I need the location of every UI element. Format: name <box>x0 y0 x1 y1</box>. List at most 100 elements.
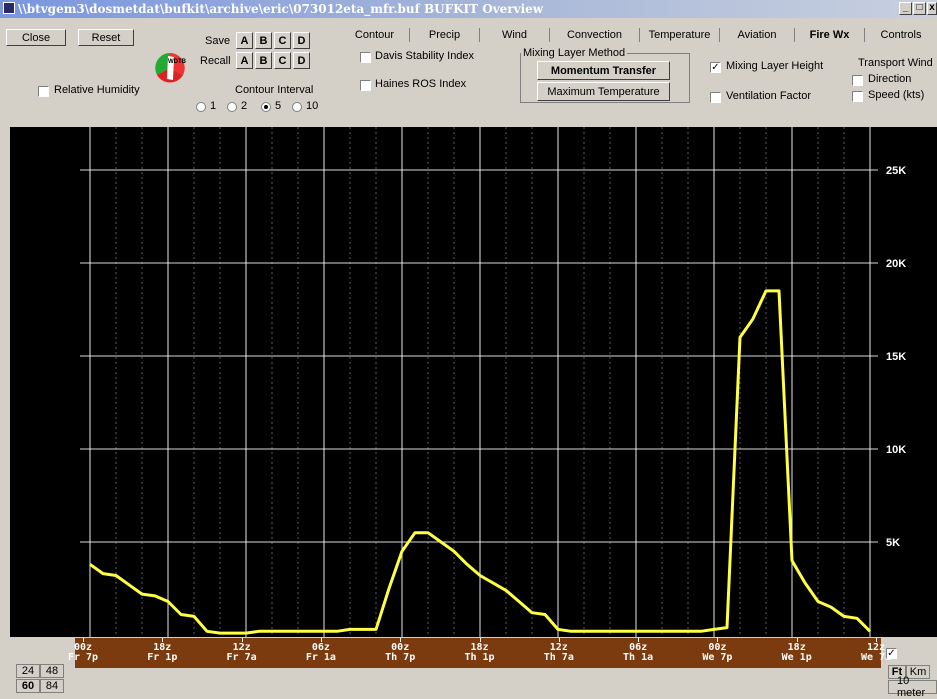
logo-text: WDTB <box>168 59 186 65</box>
davis-stability-checkbox[interactable] <box>360 52 371 63</box>
mixing-height-chart: 5K 10K 15K 20K 25K <box>10 127 937 637</box>
maximize-button[interactable]: □ <box>913 2 926 15</box>
y-tick-label: 5K <box>886 537 900 549</box>
time-tick <box>241 638 243 642</box>
chart-svg: 5K 10K 15K 20K 25K <box>80 127 906 637</box>
time-label: 12z Th 7a <box>537 643 581 663</box>
tab-precip[interactable]: Precip <box>410 28 480 42</box>
mixing-height-checkbox[interactable]: ✓ <box>710 62 721 73</box>
time-label-utc: 18z <box>153 642 172 653</box>
contour-option-5-label: 5 <box>275 100 282 112</box>
y-tick-label: 15K <box>886 351 906 363</box>
hours-60-button[interactable]: 60 <box>16 679 40 693</box>
tab-temperature[interactable]: Temperature <box>640 28 720 42</box>
app-icon[interactable] <box>3 2 15 14</box>
time-label-local: Fr 1a <box>305 652 336 663</box>
hours-24-button[interactable]: 24 <box>16 664 40 678</box>
haines-ros-checkbox[interactable] <box>360 80 371 91</box>
time-label-local: Fr 7a <box>226 652 257 663</box>
close-button[interactable]: Close <box>6 29 66 46</box>
tab-contour[interactable]: Contour <box>340 28 410 42</box>
time-label: 12z Fr 7a <box>220 643 264 663</box>
time-label: 00z Th 7p <box>378 643 422 663</box>
contour-option-1-label: 1 <box>210 100 217 112</box>
recall-label: Recall <box>200 55 231 67</box>
save-slot-a-button[interactable]: A <box>236 32 253 49</box>
contour-radio-1[interactable] <box>196 102 206 112</box>
ventilation-factor-label: Ventilation Factor <box>726 90 811 102</box>
time-tick <box>400 638 402 642</box>
reset-button[interactable]: Reset <box>78 29 134 46</box>
bottom-checkbox[interactable]: ✓ <box>886 648 897 659</box>
time-label: 18z Fr 1p <box>140 643 184 663</box>
time-label-local: Th 1a <box>623 652 654 663</box>
time-label-local: Fr 1p <box>147 652 178 663</box>
time-label-utc: 18z <box>787 642 806 653</box>
hours-48-button[interactable]: 48 <box>40 664 64 678</box>
window-title: \\btvgem3\dosmetdat\bufkit\archive\eric\… <box>18 2 544 16</box>
ventilation-factor-checkbox[interactable] <box>710 92 721 103</box>
y-tick-label: 25K <box>886 165 906 177</box>
time-tick <box>479 638 481 642</box>
time-label-local: We 7a <box>860 652 892 663</box>
tab-wind[interactable]: Wind <box>480 28 550 42</box>
title-bar: \\btvgem3\dosmetdat\bufkit\archive\eric\… <box>0 0 937 18</box>
hours-84-button[interactable]: 84 <box>40 679 64 693</box>
save-label: Save <box>205 35 231 47</box>
recall-slot-c-button[interactable]: C <box>274 52 291 69</box>
recall-slot-a-button[interactable]: A <box>236 52 253 69</box>
mixing-layer-method-group: Mixing Layer Method <box>520 47 690 103</box>
contour-option-10-label: 10 <box>306 100 319 112</box>
save-slot-d-button[interactable]: D <box>293 32 310 49</box>
units-km-button[interactable]: Km <box>906 665 930 679</box>
tab-fire-wx[interactable]: Fire Wx <box>795 28 865 42</box>
contour-radio-10[interactable] <box>292 102 302 112</box>
momentum-transfer-button[interactable]: Momentum Transfer <box>537 61 670 80</box>
time-label-local: We 7p <box>702 652 733 663</box>
contour-radio-2[interactable] <box>227 102 237 112</box>
time-label-utc: 12z <box>549 642 568 653</box>
davis-stability-label: Davis Stability Index <box>375 50 475 62</box>
transport-wind-title: Transport Wind <box>858 57 933 69</box>
time-label-utc: 00z <box>73 642 93 653</box>
tab-controls[interactable]: Controls <box>880 29 922 41</box>
save-slot-c-button[interactable]: C <box>274 32 291 49</box>
time-tick <box>796 638 798 642</box>
contour-interval-label: Contour Interval <box>235 84 314 96</box>
minimize-button[interactable]: _ <box>899 2 912 15</box>
mixing-layer-method-title: Mixing Layer Method <box>521 47 628 59</box>
time-label: 00z We 7p <box>695 643 739 663</box>
contour-option-2-label: 2 <box>241 100 248 112</box>
y-tick-label: 20K <box>886 258 906 270</box>
save-slot-b-button[interactable]: B <box>255 32 272 49</box>
time-label-utc: 06z <box>311 642 330 653</box>
time-label-utc: 18z <box>470 642 489 653</box>
time-tick <box>876 638 877 642</box>
recall-slot-b-button[interactable]: B <box>255 52 272 69</box>
time-label-local: Th 7p <box>385 652 416 663</box>
tab-convection[interactable]: Convection <box>550 28 640 42</box>
maximum-temperature-button[interactable]: Maximum Temperature <box>537 82 670 101</box>
transport-direction-label: Direction <box>868 73 912 85</box>
time-tick <box>162 638 164 642</box>
time-label: 18z Th 1p <box>458 643 502 663</box>
transport-direction-checkbox[interactable] <box>852 75 863 86</box>
units-ft-button[interactable]: Ft <box>888 665 906 679</box>
time-label: 18z We 1p <box>775 643 819 663</box>
contour-radio-5[interactable] <box>261 102 271 112</box>
relative-humidity-checkbox[interactable] <box>38 86 49 97</box>
time-label-local: Fr 7p <box>67 652 99 663</box>
time-tick <box>320 638 322 642</box>
transport-speed-label: Speed (kts) <box>868 89 925 101</box>
recall-slot-d-button[interactable]: D <box>293 52 310 69</box>
mixing-height-line <box>89 289 872 635</box>
tab-aviation[interactable]: Aviation <box>720 28 795 42</box>
time-tick <box>83 638 84 642</box>
time-label-utc: 12z <box>232 642 251 653</box>
time-label-utc: 06z <box>629 642 648 653</box>
transport-speed-checkbox[interactable] <box>852 91 863 102</box>
close-window-button[interactable]: x <box>927 2 937 15</box>
time-label: 06z Fr 1a <box>299 643 343 663</box>
time-label-local: Th 1p <box>464 652 495 663</box>
time-label-utc: 12z <box>866 642 886 653</box>
